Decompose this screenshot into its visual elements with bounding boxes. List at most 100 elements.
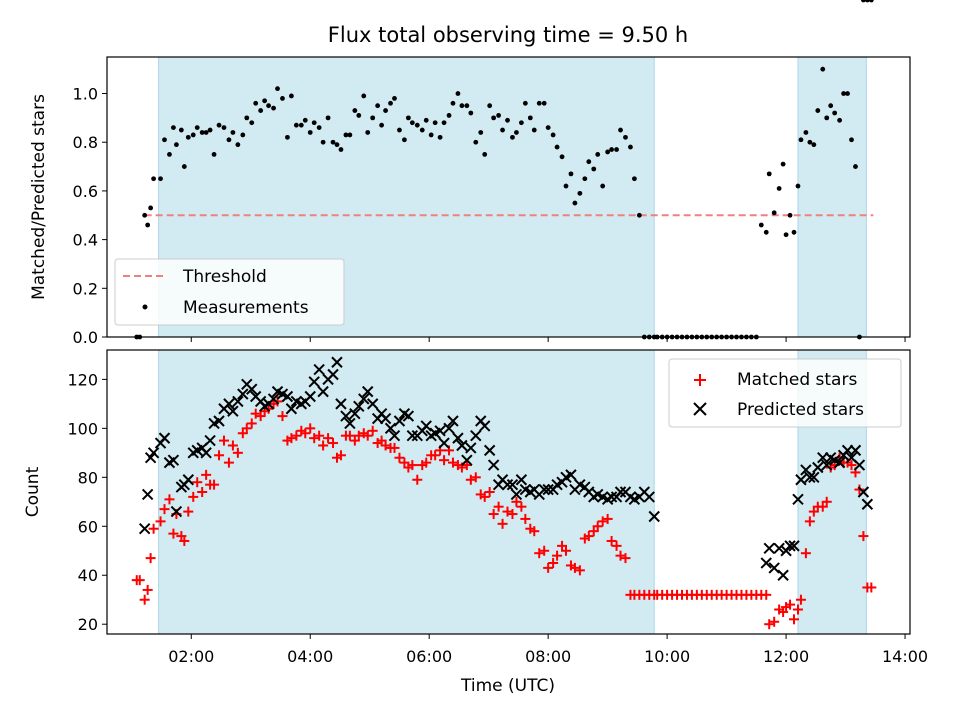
measurement-point [352, 108, 358, 113]
predicted-star-marker [538, 483, 550, 496]
measurement-point [148, 205, 154, 211]
matched-star-marker [407, 460, 418, 471]
measurement-point [614, 147, 619, 152]
measurement-point [370, 115, 376, 121]
measurement-point [514, 130, 519, 135]
matched-star-marker [344, 430, 355, 441]
measurement-point [190, 132, 196, 138]
measurement-point [365, 130, 371, 135]
measurement-point [807, 139, 813, 145]
x-axis-label: Time (UTC) [460, 676, 555, 696]
matched-star-marker [470, 472, 481, 483]
matched-star-marker [188, 491, 199, 502]
predicted-star-marker [857, 486, 870, 498]
predicted-star-marker [833, 456, 846, 469]
measurement-point [531, 127, 537, 133]
y-tick-label: 0.8 [73, 133, 98, 152]
measurement-point [288, 93, 294, 99]
measurement-point [388, 100, 393, 106]
measurement-point [235, 142, 241, 148]
measurement-point [787, 212, 793, 218]
predicted-star-marker [784, 540, 796, 552]
top-panel: 0.0 0.2 0.4 0.6 0.8 1.0 Matched/Predicted sta… [29, 0, 911, 347]
y-tick-label: 100 [67, 419, 98, 438]
measurement-point [437, 134, 443, 140]
measurement-point [383, 108, 388, 113]
predicted-star-marker [483, 444, 496, 457]
measurement-point [496, 113, 501, 118]
measurement-point [280, 95, 285, 101]
measurement-point [320, 139, 326, 145]
matched-star-marker [241, 423, 252, 434]
bottom-x-ticks: 02:00 04:00 06:00 08:00 10:00 12:00 14:00 [168, 634, 928, 666]
predicted-star-marker [393, 415, 406, 427]
measurement-point [841, 91, 846, 96]
measurement-point [605, 149, 611, 155]
predicted-star-marker [138, 523, 151, 535]
predicted-star-marker [773, 542, 785, 555]
measurement-point [849, 137, 854, 143]
matched-star-marker [412, 474, 423, 485]
measurement-point [600, 183, 606, 189]
bottom-panel: 20 40 60 80 100 120 02:00 04:00 06:00 08:00 10:00… [23, 349, 928, 696]
measurement-point [837, 117, 843, 123]
measurement-point [428, 132, 434, 138]
top-legend: Threshold Measurements [114, 258, 345, 326]
matched-star-marker [858, 531, 869, 542]
measurement-point [853, 164, 858, 169]
predicted-star-marker [542, 483, 554, 496]
measurement-point [173, 142, 179, 148]
matched-star-marker [142, 584, 153, 595]
predicted-star-marker [605, 491, 618, 503]
measurement-point [361, 93, 367, 99]
measurement-point [636, 212, 642, 218]
matched-star-marker [139, 594, 150, 605]
measurement-point [795, 183, 801, 189]
x-tick-label: 08:00 [525, 647, 571, 666]
measurement-point [338, 147, 344, 152]
measurement-point [145, 222, 151, 228]
measurement-point [285, 134, 290, 140]
matched-star-marker [461, 460, 472, 471]
measurement-point [405, 115, 411, 121]
measurement-point [266, 103, 271, 109]
predicted-star-marker [237, 388, 249, 400]
measurement-point [181, 164, 187, 169]
measurement-point [271, 105, 276, 111]
predicted-star-marker [213, 415, 225, 427]
measurement-point [334, 142, 340, 148]
matched-stars-markers [131, 396, 877, 630]
matched-star-marker [362, 430, 373, 441]
predicted-star-marker [456, 439, 468, 452]
predicted-star-marker [501, 478, 514, 491]
predicted-star-marker [479, 420, 491, 432]
predicted-star-marker [506, 478, 519, 491]
matched-star-marker [164, 494, 175, 505]
matched-star-marker [606, 535, 617, 546]
matched-star-marker [323, 433, 334, 444]
matched-star-marker [804, 516, 815, 527]
predicted-star-marker [804, 471, 816, 484]
matched-star-marker [314, 430, 325, 441]
measurement-point [491, 115, 497, 121]
measurement-point [798, 137, 804, 143]
measurement-point [392, 95, 397, 101]
matched-star-marker [232, 447, 243, 458]
matched-star-marker [792, 604, 803, 615]
predicted-star-marker [308, 376, 320, 388]
x-tick-label: 14:00 [882, 647, 928, 666]
measurement-point [171, 125, 176, 131]
matched-star-marker [511, 496, 522, 507]
measurement-point [628, 144, 633, 150]
matched-star-marker [367, 425, 378, 436]
y-tick-label: 20 [78, 615, 98, 634]
predicted-star-marker [335, 398, 347, 410]
predicted-star-marker [565, 469, 577, 481]
measurement-point [763, 229, 769, 235]
matched-star-marker [800, 548, 811, 559]
x-tick-label: 04:00 [287, 647, 333, 666]
measurement-point [379, 122, 385, 128]
chart-title: Flux total observing time = 9.50 h [328, 23, 688, 47]
predicted-star-marker [849, 444, 862, 457]
